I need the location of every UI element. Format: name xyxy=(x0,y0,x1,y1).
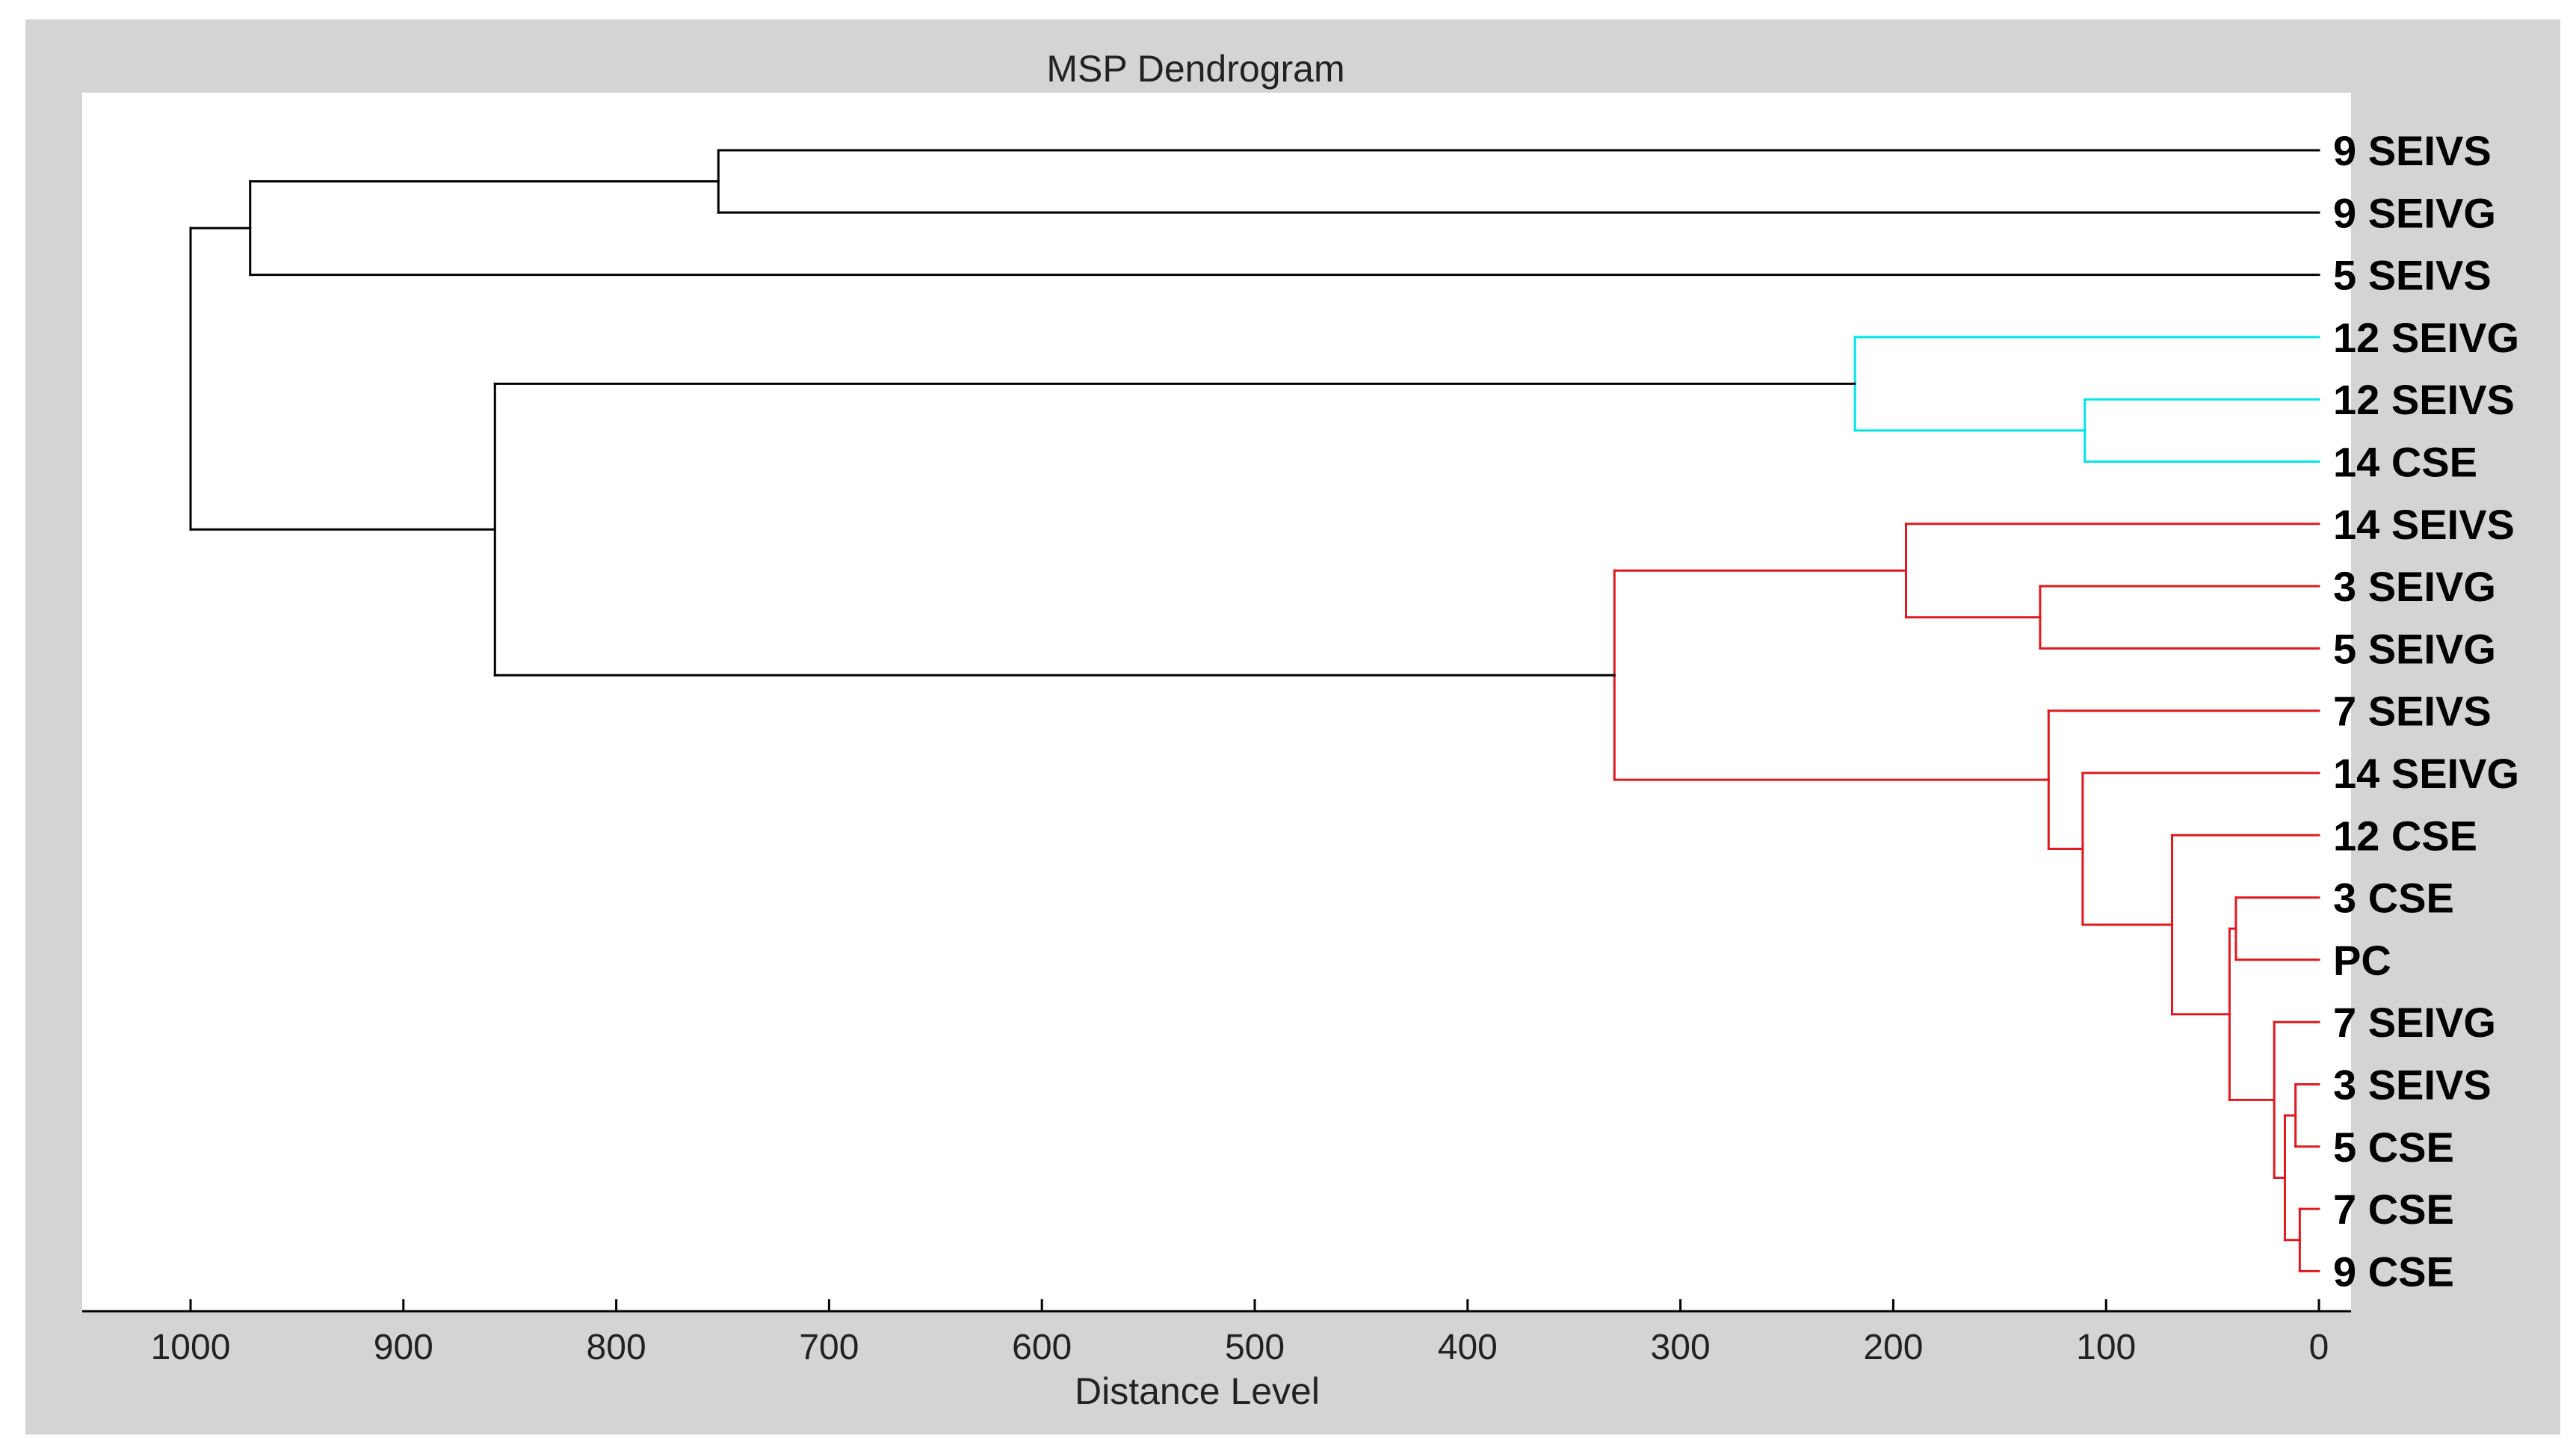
x-tick-label: 100 xyxy=(2076,1328,2136,1367)
leaf-label: 9 CSE xyxy=(2333,1248,2454,1295)
dendrogram-links xyxy=(189,149,2320,1272)
leaf-label: 7 CSE xyxy=(2333,1186,2454,1233)
leaf-label: 7 SEIVG xyxy=(2333,999,2496,1046)
leaf-label: 14 SEIVG xyxy=(2333,750,2519,797)
x-tick-label: 900 xyxy=(374,1328,433,1367)
leaf-label: PC xyxy=(2333,937,2391,984)
leaf-label: 9 SEIVS xyxy=(2333,127,2492,174)
leaf-label: 5 SEIVS xyxy=(2333,252,2492,299)
x-tick-label: 200 xyxy=(1863,1328,1923,1367)
plot-area xyxy=(82,93,2351,1311)
leaf-label: 9 SEIVG xyxy=(2333,189,2496,236)
leaf-label: 12 SEIVS xyxy=(2333,376,2515,423)
figure-window: MSP Dendrogram 1000 900 800 700 600 500 400 300… xyxy=(25,19,2560,1435)
leaf-label: 12 CSE xyxy=(2333,812,2477,859)
leaf-label: 5 CSE xyxy=(2333,1124,2454,1171)
x-tick-label: 1000 xyxy=(151,1328,231,1367)
x-tick-label: 700 xyxy=(799,1328,859,1367)
x-tick-label: 800 xyxy=(587,1328,646,1367)
leaf-label: 14 CSE xyxy=(2333,439,2477,486)
x-axis-ticks: 1000 900 800 700 600 500 400 300 200 100 0 xyxy=(151,1299,2329,1367)
chart-title: MSP Dendrogram xyxy=(1046,48,1344,90)
leaf-label: 3 CSE xyxy=(2333,875,2454,922)
leaf-label: 3 SEIVS xyxy=(2333,1062,2492,1109)
x-axis-label: Distance Level xyxy=(1075,1370,1320,1412)
x-tick-label: 300 xyxy=(1651,1328,1711,1367)
dendrogram-chart: MSP Dendrogram 1000 900 800 700 600 500 400 300… xyxy=(82,48,2519,1412)
leaf-label: 5 SEIVG xyxy=(2333,625,2496,672)
leaf-label: 3 SEIVG xyxy=(2333,563,2496,610)
leaf-label: 7 SEIVS xyxy=(2333,688,2492,735)
x-tick-label: 0 xyxy=(2309,1328,2329,1367)
x-tick-label: 500 xyxy=(1225,1328,1285,1367)
leaf-label: 12 SEIVG xyxy=(2333,314,2519,361)
x-tick-label: 400 xyxy=(1438,1328,1498,1367)
leaf-labels: 9 SEIVS 9 SEIVG 5 SEIVS 12 SEIVG 12 SEIVS 14 … xyxy=(2333,127,2519,1295)
x-tick-label: 600 xyxy=(1012,1328,1072,1367)
leaf-label: 14 SEIVS xyxy=(2333,501,2515,548)
